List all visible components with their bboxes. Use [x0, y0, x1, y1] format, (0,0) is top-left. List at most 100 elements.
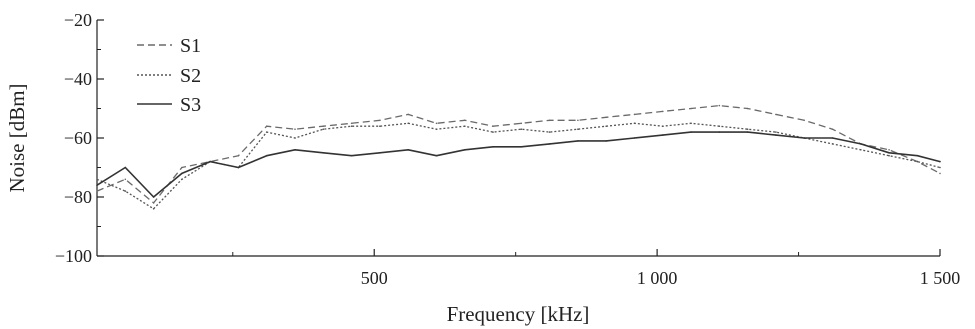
- data-point-s3: [209, 160, 211, 163]
- data-point-s3: [407, 149, 410, 151]
- data-point-s2: [407, 122, 410, 125]
- data-point-s1: [152, 202, 155, 204]
- data-point-s2: [690, 122, 692, 125]
- data-point-s3: [775, 134, 777, 136]
- y-tick-label: −60: [64, 128, 92, 148]
- data-point-s1: [939, 172, 941, 175]
- data-point-s3: [633, 137, 636, 139]
- data-point-s3: [181, 172, 183, 175]
- data-point-s1: [464, 119, 466, 122]
- x-tick-label: 1 500: [920, 268, 961, 288]
- data-point-s2: [605, 125, 607, 127]
- data-point-s3: [124, 166, 127, 169]
- y-tick-label: −100: [55, 246, 92, 266]
- data-point-s1: [888, 149, 890, 151]
- data-point-s2: [265, 131, 268, 133]
- data-point-s3: [322, 152, 325, 154]
- data-point-s3: [350, 154, 353, 157]
- data-point-s3: [605, 140, 607, 142]
- y-tick-label: −80: [64, 187, 92, 207]
- legend-label-s2: S2: [180, 65, 201, 87]
- data-point-s3: [294, 149, 296, 151]
- data-point-s1: [379, 119, 381, 122]
- data-point-s3: [939, 160, 941, 163]
- data-point-s1: [633, 113, 636, 116]
- data-point-s1: [605, 116, 607, 119]
- data-point-s1: [237, 154, 240, 157]
- data-point-s1: [690, 107, 692, 110]
- data-point-s3: [265, 154, 268, 157]
- data-point-s3: [888, 152, 890, 154]
- data-point-s2: [294, 137, 296, 139]
- data-point-s2: [548, 131, 551, 133]
- data-point-s1: [746, 107, 749, 110]
- data-point-s3: [746, 131, 749, 133]
- data-point-s2: [860, 149, 862, 151]
- data-point-s3: [96, 184, 98, 186]
- legend-label-s3: S3: [180, 94, 201, 116]
- data-point-s1: [520, 122, 523, 125]
- data-point-s1: [265, 125, 268, 127]
- data-point-s1: [294, 128, 296, 130]
- data-point-s3: [435, 154, 438, 157]
- data-point-s3: [860, 143, 862, 145]
- data-point-s2: [322, 128, 325, 130]
- data-point-s3: [803, 137, 805, 139]
- series-line-s2: [96, 122, 941, 210]
- series-line-s1: [96, 104, 941, 204]
- data-point-s2: [718, 125, 721, 127]
- ticks: −100 −80 −60 −40 −20 500 1 000 1 500: [55, 10, 960, 288]
- data-point-s2: [939, 166, 941, 169]
- data-point-s2: [577, 128, 579, 130]
- data-point-s3: [464, 149, 466, 151]
- x-axis-title: Frequency [kHz]: [447, 302, 590, 326]
- data-point-s1: [492, 125, 494, 127]
- data-point-s1: [548, 119, 551, 122]
- data-point-s1: [350, 122, 353, 125]
- data-point-s3: [379, 152, 381, 154]
- data-point-s1: [124, 178, 127, 181]
- data-point-s1: [181, 166, 183, 169]
- data-point-s1: [577, 119, 579, 122]
- data-point-s3: [690, 131, 692, 133]
- series-line-s3: [96, 131, 941, 198]
- data-point-s2: [152, 208, 155, 210]
- data-point-s3: [831, 137, 834, 139]
- data-point-s2: [96, 178, 98, 181]
- data-point-s2: [888, 154, 890, 157]
- data-point-s2: [350, 125, 353, 127]
- data-point-s1: [775, 113, 777, 116]
- data-point-s2: [831, 143, 834, 145]
- data-point-s1: [803, 119, 805, 122]
- data-point-s2: [633, 122, 636, 125]
- data-point-s1: [96, 190, 98, 192]
- data-point-s1: [662, 110, 664, 113]
- y-tick-label: −20: [64, 10, 92, 30]
- legend-label-s1: S1: [180, 35, 201, 57]
- data-point-s2: [379, 125, 381, 127]
- series-lines: [96, 104, 941, 210]
- data-point-s1: [831, 128, 834, 130]
- data-point-s2: [916, 160, 919, 163]
- data-point-s2: [124, 190, 127, 192]
- data-point-s1: [718, 104, 721, 107]
- data-point-s3: [662, 134, 664, 136]
- data-point-s2: [520, 128, 523, 130]
- x-tick-label: 1 000: [637, 268, 678, 288]
- data-point-s1: [435, 122, 438, 125]
- data-point-s2: [464, 125, 466, 127]
- data-point-s1: [407, 113, 410, 116]
- data-point-s2: [181, 178, 183, 181]
- data-point-s3: [718, 131, 721, 133]
- data-point-s3: [237, 166, 240, 169]
- data-point-s2: [662, 125, 664, 127]
- y-axis-title: Noise [dBm]: [5, 83, 29, 192]
- y-tick-label: −40: [64, 69, 92, 89]
- data-point-s3: [916, 154, 919, 157]
- data-point-s3: [520, 146, 523, 148]
- data-point-s3: [152, 196, 155, 198]
- data-point-s1: [322, 125, 325, 127]
- data-point-s3: [577, 140, 579, 142]
- data-point-s2: [775, 131, 777, 133]
